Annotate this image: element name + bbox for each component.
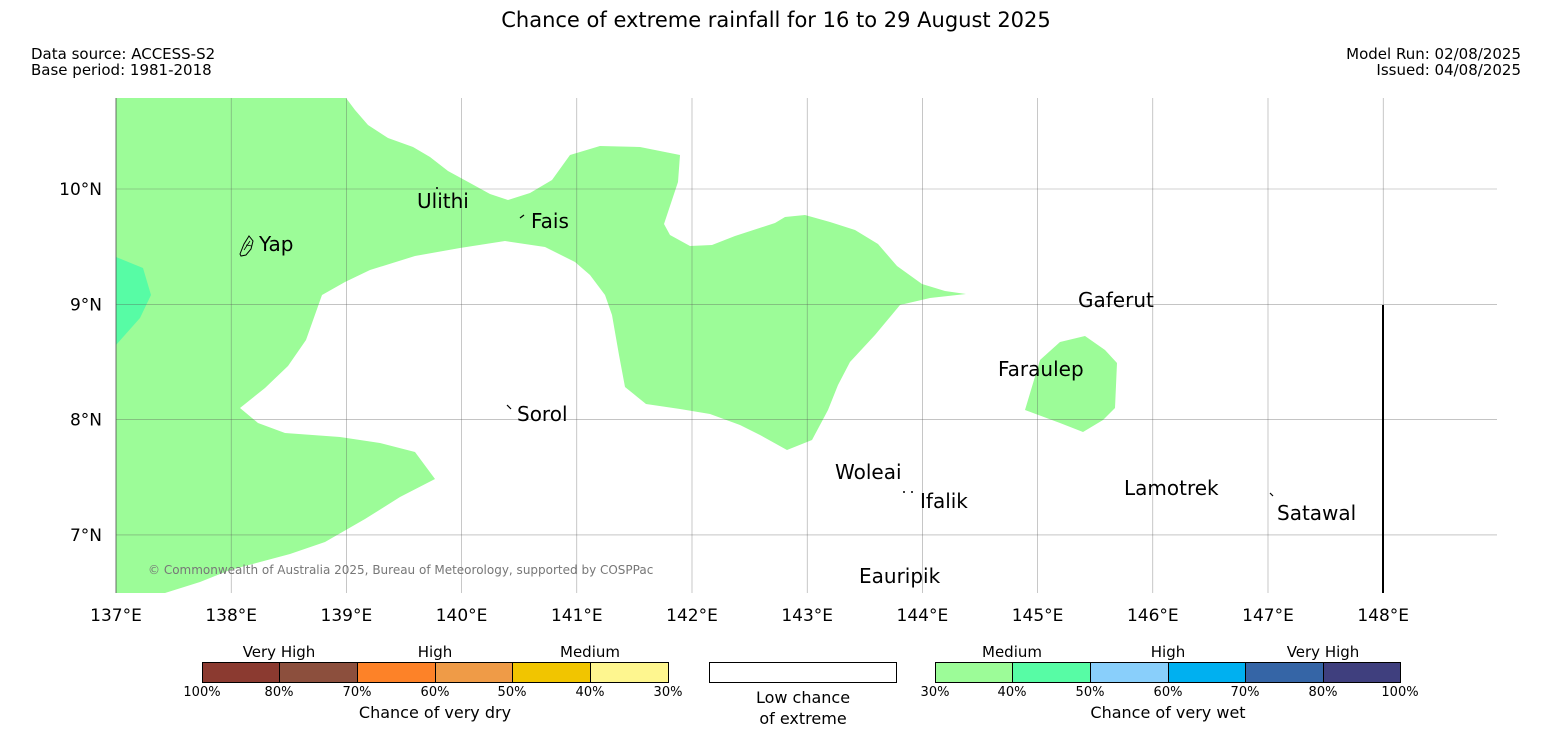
place-label-ulithi: Ulithi (417, 189, 469, 213)
dry-category-very-high: Very High (242, 643, 316, 661)
latitude-tick-label: 10°N (59, 180, 102, 200)
dry-tick: 30% (653, 685, 683, 700)
wet-tick: 80% (1308, 685, 1338, 700)
wet-category-very-high: Very High (1286, 643, 1360, 661)
map-title: Chance of extreme rainfall for 16 to 29 … (501, 8, 1051, 32)
wet-tick: 60% (1153, 685, 1183, 700)
dry-swatch-40-30 (590, 662, 669, 683)
base-period: Base period: 1981-2018 (31, 61, 212, 79)
yap-island-outline (239, 235, 254, 257)
longitude-tick-label: 148°E (1357, 606, 1409, 626)
longitude-tick-label: 142°E (666, 606, 718, 626)
place-label-ifalik: Ifalik (920, 489, 968, 513)
longitude-tick-label: 144°E (897, 606, 949, 626)
wet-tick: 40% (997, 685, 1027, 700)
issued-date: Issued: 04/08/2025 (1376, 61, 1521, 79)
place-label-lamotrek: Lamotrek (1124, 476, 1219, 500)
wet-swatch-30-40 (935, 662, 1013, 683)
dry-caption: Chance of very dry (358, 703, 512, 722)
wet-category-medium: Medium (982, 643, 1042, 661)
place-label-satawal: Satawal (1277, 501, 1356, 525)
metadata-right: Model Run: 02/08/2025 Issued: 04/08/2025 (1346, 46, 1521, 78)
longitude-tick-label: 139°E (321, 606, 373, 626)
dry-swatch-80-70 (279, 662, 358, 683)
low-chance-caption-line1: Low chance (755, 688, 851, 707)
shading-layer (116, 98, 1117, 593)
latitude-tick-label: 8°N (70, 411, 102, 431)
satawal-island (1269, 492, 1274, 497)
ulithi-atoll (436, 187, 438, 189)
wet-tick: 30% (920, 685, 950, 700)
woleai-atoll-a (903, 491, 905, 493)
dry-swatch-100-80 (202, 662, 280, 683)
longitude-tick-label: 143°E (781, 606, 833, 626)
place-label-gaferut: Gaferut (1078, 288, 1154, 312)
longitude-tick-label: 147°E (1242, 606, 1294, 626)
metadata-left: Data source: ACCESS-S2 Base period: 1981… (31, 46, 215, 78)
latitude-axis: 10°N 9°N 8°N 7°N (59, 180, 102, 546)
dry-tick: 80% (264, 685, 294, 700)
longitude-tick-label: 146°E (1127, 606, 1179, 626)
wet-swatch-40-50 (1012, 662, 1091, 683)
dry-swatch-70-60 (357, 662, 436, 683)
dry-category-medium: Medium (560, 643, 620, 661)
dry-category-high: High (417, 643, 453, 661)
latitude-tick-label: 7°N (70, 526, 102, 546)
place-label-yap: Yap (258, 232, 293, 256)
sorol-atoll (506, 404, 512, 410)
dry-tick: 40% (575, 685, 605, 700)
wet-swatch-60-70 (1168, 662, 1246, 683)
place-labels: Ulithi Fais Yap Gaferut Faraulep Sorol W… (258, 189, 1356, 588)
wet-tick: 50% (1075, 685, 1105, 700)
longitude-tick-label: 141°E (551, 606, 603, 626)
place-label-sorol: Sorol (517, 402, 568, 426)
map-panel[interactable]: Ulithi Fais Yap Gaferut Faraulep Sorol W… (0, 0, 1552, 640)
wet-tick: 100% (1381, 685, 1419, 700)
model-run: Model Run: 02/08/2025 (1346, 45, 1521, 63)
dry-swatch-50-40 (512, 662, 591, 683)
dry-swatch-60-50 (435, 662, 513, 683)
very-wet-30-40-region (116, 98, 966, 593)
place-label-fais: Fais (531, 209, 569, 233)
longitude-tick-label: 137°E (90, 606, 142, 626)
low-chance-swatch (709, 662, 897, 683)
wet-swatch-50-60 (1090, 662, 1169, 683)
longitude-tick-label: 138°E (205, 606, 257, 626)
place-label-woleai: Woleai (835, 460, 902, 484)
data-source: Data source: ACCESS-S2 (31, 45, 216, 63)
latitude-tick-label: 9°N (70, 295, 102, 315)
longitude-axis: 137°E 138°E 139°E 140°E 141°E 142°E 143°E 144°E… (90, 606, 1409, 626)
dry-tick: 70% (342, 685, 372, 700)
yap-island-detail (243, 240, 253, 251)
wet-swatch-80-100 (1323, 662, 1401, 683)
place-label-faraulep: Faraulep (998, 357, 1084, 381)
longitude-tick-label: 140°E (436, 606, 488, 626)
woleai-atoll-b (911, 491, 913, 493)
dry-tick: 100% (183, 685, 221, 700)
place-label-eauripik: Eauripik (859, 564, 941, 588)
wet-caption: Chance of very wet (1090, 703, 1246, 722)
low-chance-caption-line2: of extreme (759, 709, 847, 728)
longitude-tick-label: 145°E (1012, 606, 1064, 626)
dry-tick: 50% (497, 685, 527, 700)
dry-tick: 60% (420, 685, 450, 700)
wet-tick: 70% (1230, 685, 1260, 700)
fais-island (519, 214, 525, 219)
very-wet-40-50-region (116, 257, 151, 345)
copyright-notice: © Commonwealth of Australia 2025, Bureau… (148, 563, 653, 577)
wet-swatch-70-80 (1245, 662, 1324, 683)
wet-category-high: High (1150, 643, 1186, 661)
island-shapes (239, 187, 1274, 497)
very-wet-30-40-region-east (1025, 336, 1117, 432)
